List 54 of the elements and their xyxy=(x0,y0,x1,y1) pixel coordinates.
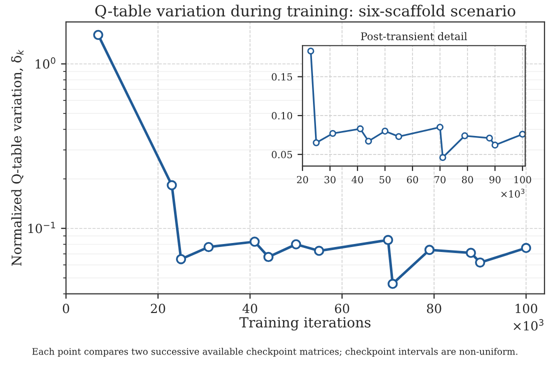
point xyxy=(395,133,402,140)
point xyxy=(176,254,186,264)
y-tick-label: 0.10 xyxy=(272,112,292,120)
point xyxy=(519,130,526,138)
point xyxy=(382,128,388,135)
x-tick-label: 50 xyxy=(380,176,391,184)
x-tick-label: 100 xyxy=(514,176,532,184)
y-tick-label: 0.05 xyxy=(272,150,292,158)
x-tick-label: 20 xyxy=(150,304,166,314)
y-axis-title: Normalized Q-table variation, δ$_{k}$ xyxy=(11,49,24,266)
point xyxy=(365,138,372,145)
point xyxy=(250,236,260,247)
point xyxy=(424,244,435,255)
y-tick-label: 10$^{−1}$ xyxy=(28,222,56,234)
x-axis-title: Training iterations xyxy=(239,317,370,330)
chart-title: Post-transient detail xyxy=(360,32,468,40)
x-tick-label: 80 xyxy=(462,176,474,184)
x-tick-label: 60 xyxy=(406,176,418,184)
point xyxy=(93,30,104,40)
point xyxy=(312,139,320,146)
x-tick-label: 0 xyxy=(62,304,70,314)
point xyxy=(263,252,274,262)
x-tick-label: 30 xyxy=(324,176,336,184)
point xyxy=(166,180,177,190)
point xyxy=(204,242,214,252)
x-tick-label: 40 xyxy=(352,176,364,184)
point xyxy=(439,154,446,161)
point xyxy=(314,246,324,256)
point xyxy=(492,142,498,149)
chart-title: Q-table variation during training: six-scaffold scenario xyxy=(95,4,516,20)
x-tick-label: 20 xyxy=(296,176,308,184)
point xyxy=(486,134,493,142)
text: ×10$^{3}$ xyxy=(514,319,544,331)
point xyxy=(356,125,364,132)
x-tick-label: 80 xyxy=(426,304,442,314)
x-tick-label: 60 xyxy=(334,304,350,314)
x-tick-label: 40 xyxy=(242,304,258,314)
point xyxy=(329,130,336,137)
point xyxy=(461,132,468,140)
point xyxy=(388,278,398,289)
point xyxy=(382,234,394,246)
point xyxy=(521,242,532,254)
x-tick-label: 70 xyxy=(434,176,446,184)
y-tick-label: 10$^{0}$ xyxy=(36,57,56,69)
point xyxy=(475,257,486,268)
point xyxy=(307,48,314,55)
point xyxy=(290,239,302,250)
point xyxy=(466,248,476,258)
x-tick-label: 90 xyxy=(489,176,501,184)
text: Each point compares two successive available checkpoint matrices; checkpoint intervals are non-uniform. xyxy=(32,348,518,357)
y-tick-label: 0.15 xyxy=(272,73,292,81)
x-tick-label: 100 xyxy=(516,304,538,314)
annotation: ×10$^{3}$ xyxy=(501,188,524,198)
point xyxy=(436,124,444,131)
